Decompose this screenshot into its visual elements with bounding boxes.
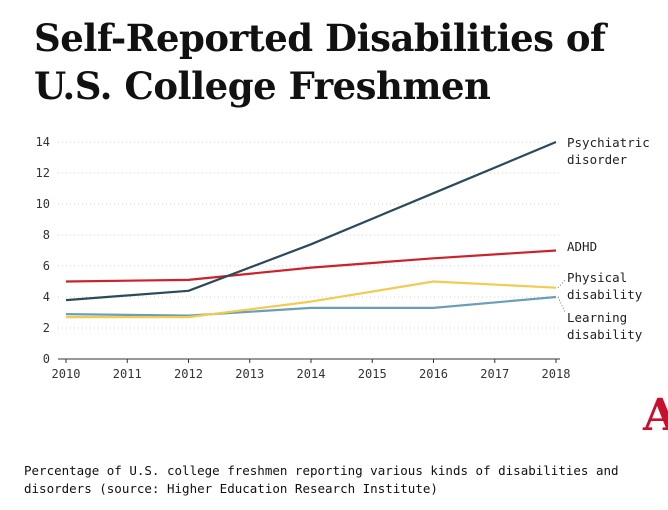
publication-logo: A bbox=[643, 390, 668, 441]
gridlines bbox=[58, 141, 560, 329]
x-tick-label: 2012 bbox=[174, 367, 203, 381]
series-line-physical bbox=[66, 280, 557, 319]
y-tick-label: 10 bbox=[36, 197, 50, 211]
x-tick-label: 2018 bbox=[542, 367, 571, 381]
series-label-physical: disability bbox=[567, 287, 643, 302]
x-tick-label: 2016 bbox=[419, 367, 448, 381]
y-tick-label: 8 bbox=[43, 228, 50, 242]
series-line-psychiatric bbox=[65, 140, 557, 302]
x-tick-label: 2010 bbox=[52, 367, 81, 381]
chart-caption: Percentage of U.S. college freshmen repo… bbox=[24, 463, 619, 496]
x-tick-label: 2011 bbox=[113, 367, 142, 381]
y-tick-label: 14 bbox=[36, 135, 50, 149]
y-tick-label: 2 bbox=[43, 321, 50, 335]
x-tick-label: 2017 bbox=[480, 367, 509, 381]
y-tick-label: 6 bbox=[43, 259, 50, 273]
series-label-psychiatric: disorder bbox=[567, 152, 628, 167]
series-label-psychiatric: Psychiatric bbox=[567, 135, 650, 150]
axes: 0 2 4 6 8 10 12 14 2010 2011 2012 2013 2014 2015 2016 2… bbox=[36, 135, 571, 381]
series-label-adhd: ADHD bbox=[567, 239, 597, 254]
x-tick-label: 2015 bbox=[358, 367, 387, 381]
y-tick-label: 0 bbox=[43, 352, 50, 366]
line-chart: 0 2 4 6 8 10 12 14 2010 2011 2012 2013 2014 2015 2016 2… bbox=[36, 135, 650, 381]
x-tick-label: 2013 bbox=[235, 367, 264, 381]
series-label-learning: Learning bbox=[567, 310, 627, 325]
y-tick-label: 12 bbox=[36, 166, 50, 180]
series-lines bbox=[65, 140, 557, 319]
series-label-learning: disability bbox=[567, 327, 643, 342]
y-tick-label: 4 bbox=[43, 290, 50, 304]
label-leader-physical bbox=[557, 279, 566, 289]
series-labels: Psychiatric disorder ADHD Physical disabilit… bbox=[557, 135, 650, 342]
label-leader-learning bbox=[557, 296, 566, 313]
series-line-learning bbox=[65, 295, 557, 317]
x-tick-label: 2014 bbox=[297, 367, 326, 381]
chart-title: Self-Reported Disabilities of U.S. Colle… bbox=[34, 16, 606, 108]
series-label-physical: Physical bbox=[567, 270, 627, 285]
